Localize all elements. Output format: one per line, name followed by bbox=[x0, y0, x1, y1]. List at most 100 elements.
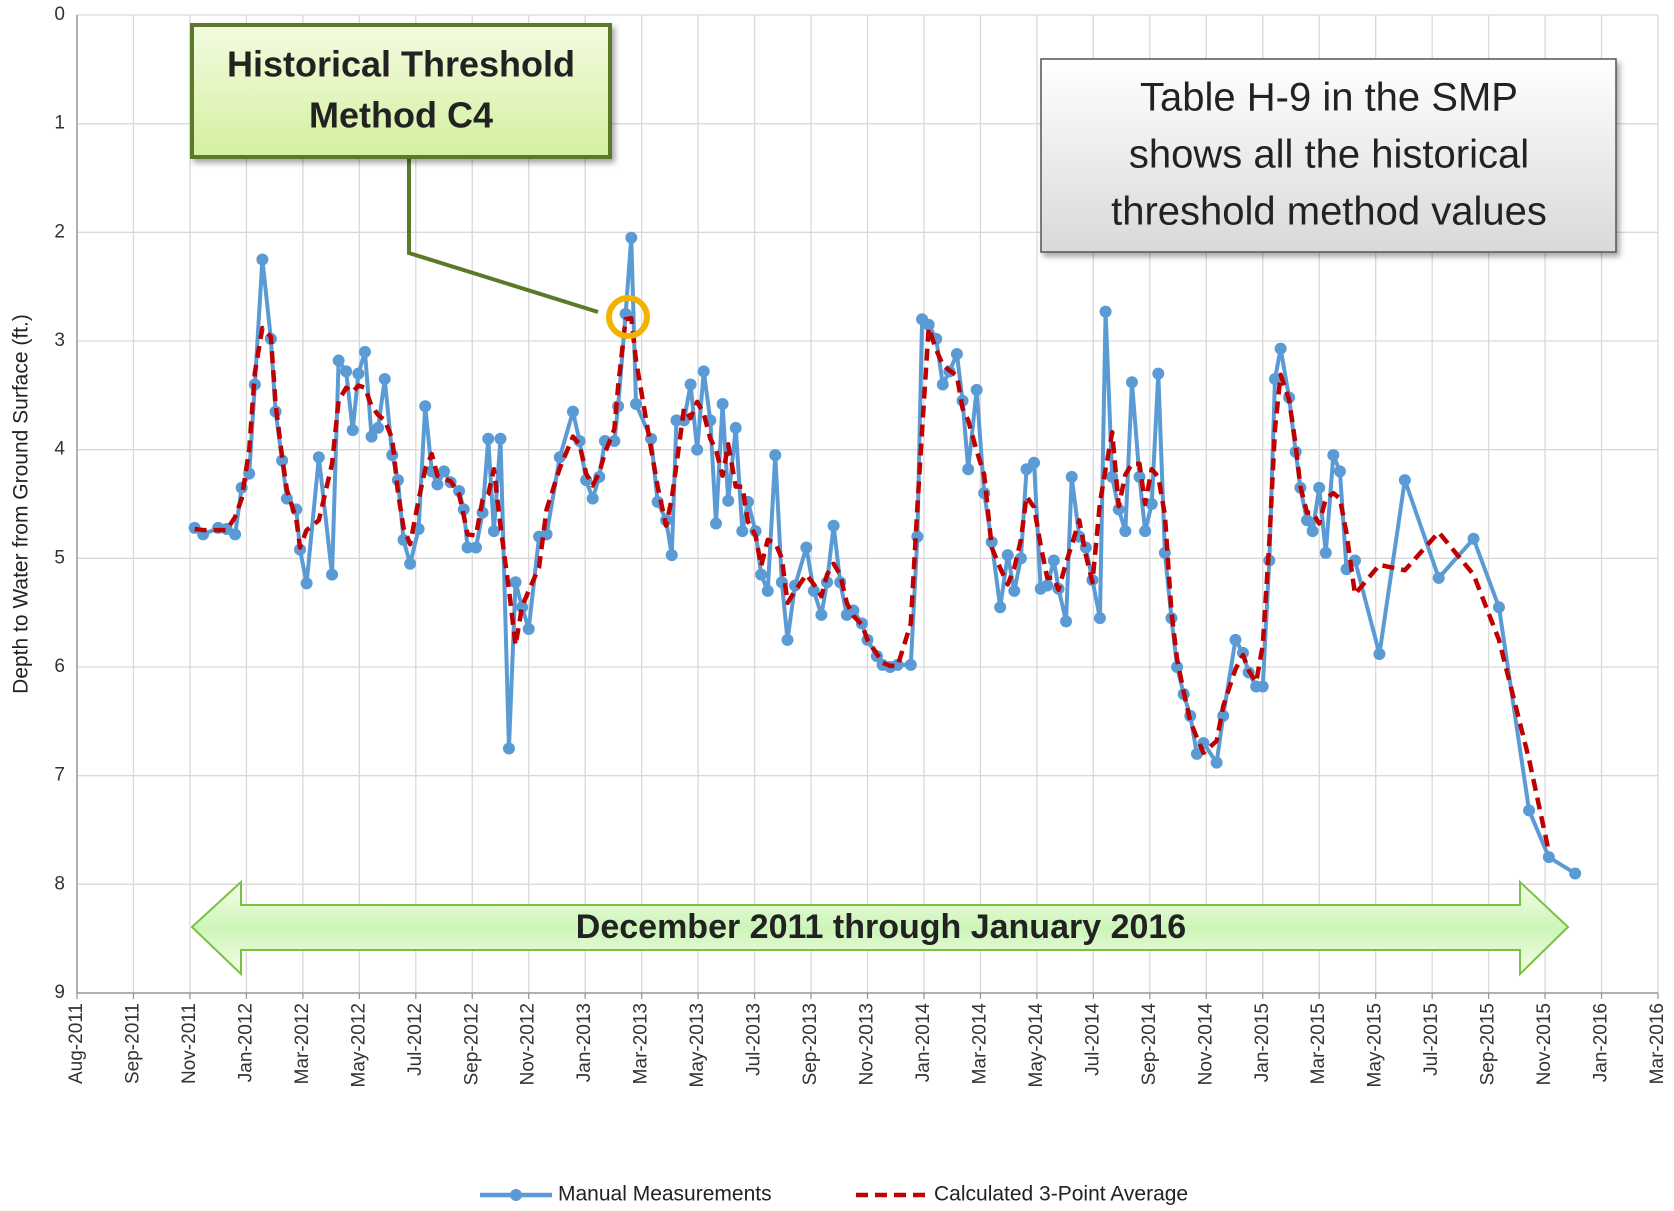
note-box bbox=[1040, 58, 1617, 253]
x-tick-label: Sep-2015 bbox=[1478, 1003, 1499, 1085]
data-point bbox=[800, 541, 813, 554]
data-point bbox=[1256, 680, 1269, 693]
data-point bbox=[419, 400, 432, 413]
highlight-circle bbox=[606, 295, 650, 339]
data-point bbox=[502, 742, 515, 755]
data-point bbox=[358, 345, 371, 358]
x-tick-label: Jan-2013 bbox=[574, 1003, 595, 1082]
data-point bbox=[1274, 342, 1287, 355]
data-point bbox=[827, 519, 840, 532]
x-tick-label: Jul-2015 bbox=[1421, 1003, 1442, 1076]
data-point bbox=[697, 365, 710, 378]
data-point bbox=[438, 465, 451, 478]
note-text: Table H-9 in the SMP bbox=[1140, 76, 1518, 120]
data-point bbox=[1467, 532, 1480, 545]
data-point bbox=[566, 405, 579, 418]
x-tick-label: Mar-2014 bbox=[969, 1003, 990, 1085]
data-point bbox=[300, 577, 313, 590]
x-tick-label: Nov-2015 bbox=[1534, 1003, 1555, 1085]
data-point bbox=[1119, 525, 1132, 538]
x-tick-label: Sep-2014 bbox=[1139, 1003, 1160, 1086]
data-point bbox=[1492, 601, 1505, 614]
data-point bbox=[729, 421, 742, 434]
callout-line bbox=[407, 158, 599, 314]
data-point bbox=[665, 549, 678, 562]
data-point bbox=[1093, 612, 1106, 625]
data-point bbox=[789, 579, 802, 592]
y-tick-label: 0 bbox=[54, 4, 65, 25]
data-point bbox=[950, 348, 963, 361]
x-tick-label: Mar-2016 bbox=[1647, 1003, 1668, 1084]
series-line bbox=[193, 235, 1577, 876]
data-point bbox=[1569, 867, 1582, 880]
data-point bbox=[1268, 373, 1281, 386]
x-tick-label: Nov-2014 bbox=[1195, 1003, 1216, 1086]
data-point bbox=[709, 517, 722, 530]
y-tick-label: 9 bbox=[54, 982, 65, 1003]
period-text: December 2011 through January 2016 bbox=[576, 908, 1186, 946]
data-point bbox=[1125, 376, 1138, 389]
data-point bbox=[487, 525, 500, 538]
x-tick-label: Nov-2011 bbox=[179, 1003, 200, 1084]
data-point bbox=[372, 421, 385, 434]
data-point bbox=[1327, 449, 1340, 462]
data-point bbox=[1001, 549, 1014, 562]
threshold-box-bg bbox=[190, 23, 612, 159]
series-line bbox=[194, 315, 1552, 853]
data-point bbox=[691, 443, 704, 456]
legend: Manual Measurements Calculated 3-Point Av… bbox=[480, 1183, 1188, 1206]
data-point bbox=[256, 253, 269, 266]
x-tick-label: Jan-2016 bbox=[1591, 1003, 1612, 1082]
grid bbox=[76, 14, 1659, 994]
data-point bbox=[625, 231, 638, 244]
data-point bbox=[684, 378, 697, 391]
data-point bbox=[994, 601, 1007, 614]
threshold-text: Method C4 bbox=[309, 95, 493, 136]
data-point bbox=[1171, 661, 1184, 673]
x-tick-label: May-2013 bbox=[687, 1003, 708, 1088]
x-tick-label: Sep-2011 bbox=[122, 1003, 143, 1084]
x-tick-label: Jan-2015 bbox=[1252, 1003, 1273, 1082]
data-point bbox=[1398, 474, 1411, 487]
data-point bbox=[1145, 498, 1158, 510]
legend-marker bbox=[510, 1189, 522, 1201]
x-tick-label: Sep-2012 bbox=[461, 1003, 482, 1085]
data-point bbox=[1190, 747, 1203, 760]
data-point bbox=[1432, 571, 1445, 584]
x-tick-label: Sep-2013 bbox=[800, 1003, 821, 1085]
data-point bbox=[586, 492, 599, 505]
data-point bbox=[1210, 756, 1223, 769]
data-point bbox=[1060, 615, 1073, 628]
y-tick-label: 3 bbox=[54, 330, 65, 351]
data-point bbox=[1065, 470, 1078, 483]
x-tick-label: Aug-2011 bbox=[66, 1003, 87, 1084]
data-point bbox=[326, 568, 339, 581]
data-point bbox=[722, 494, 735, 507]
data-point bbox=[352, 367, 365, 380]
data-point bbox=[761, 584, 774, 597]
data-point bbox=[922, 318, 935, 331]
data-point bbox=[962, 463, 975, 476]
data-point bbox=[516, 601, 529, 614]
x-tick-label: Jul-2012 bbox=[405, 1003, 426, 1076]
data-point bbox=[1152, 367, 1165, 380]
data-point bbox=[522, 622, 535, 635]
data-point bbox=[1041, 579, 1054, 592]
legend-label: Calculated 3-Point Average bbox=[934, 1183, 1188, 1206]
x-tick-label: Jul-2014 bbox=[1082, 1003, 1103, 1076]
data-point bbox=[482, 432, 495, 445]
y-tick-label: 7 bbox=[54, 765, 65, 786]
x-tick-label: May-2012 bbox=[348, 1003, 369, 1088]
data-point bbox=[1300, 514, 1313, 527]
data-point bbox=[1333, 465, 1346, 478]
data-point bbox=[970, 383, 983, 396]
data-point bbox=[346, 424, 359, 437]
data-point bbox=[1047, 554, 1060, 567]
period-arrow bbox=[190, 879, 1570, 977]
data-point bbox=[1099, 305, 1112, 318]
x-tick-label: Jul-2013 bbox=[744, 1003, 765, 1076]
data-point bbox=[815, 608, 828, 621]
data-point bbox=[470, 541, 483, 554]
data-point bbox=[1542, 851, 1555, 864]
data-point bbox=[629, 398, 642, 411]
